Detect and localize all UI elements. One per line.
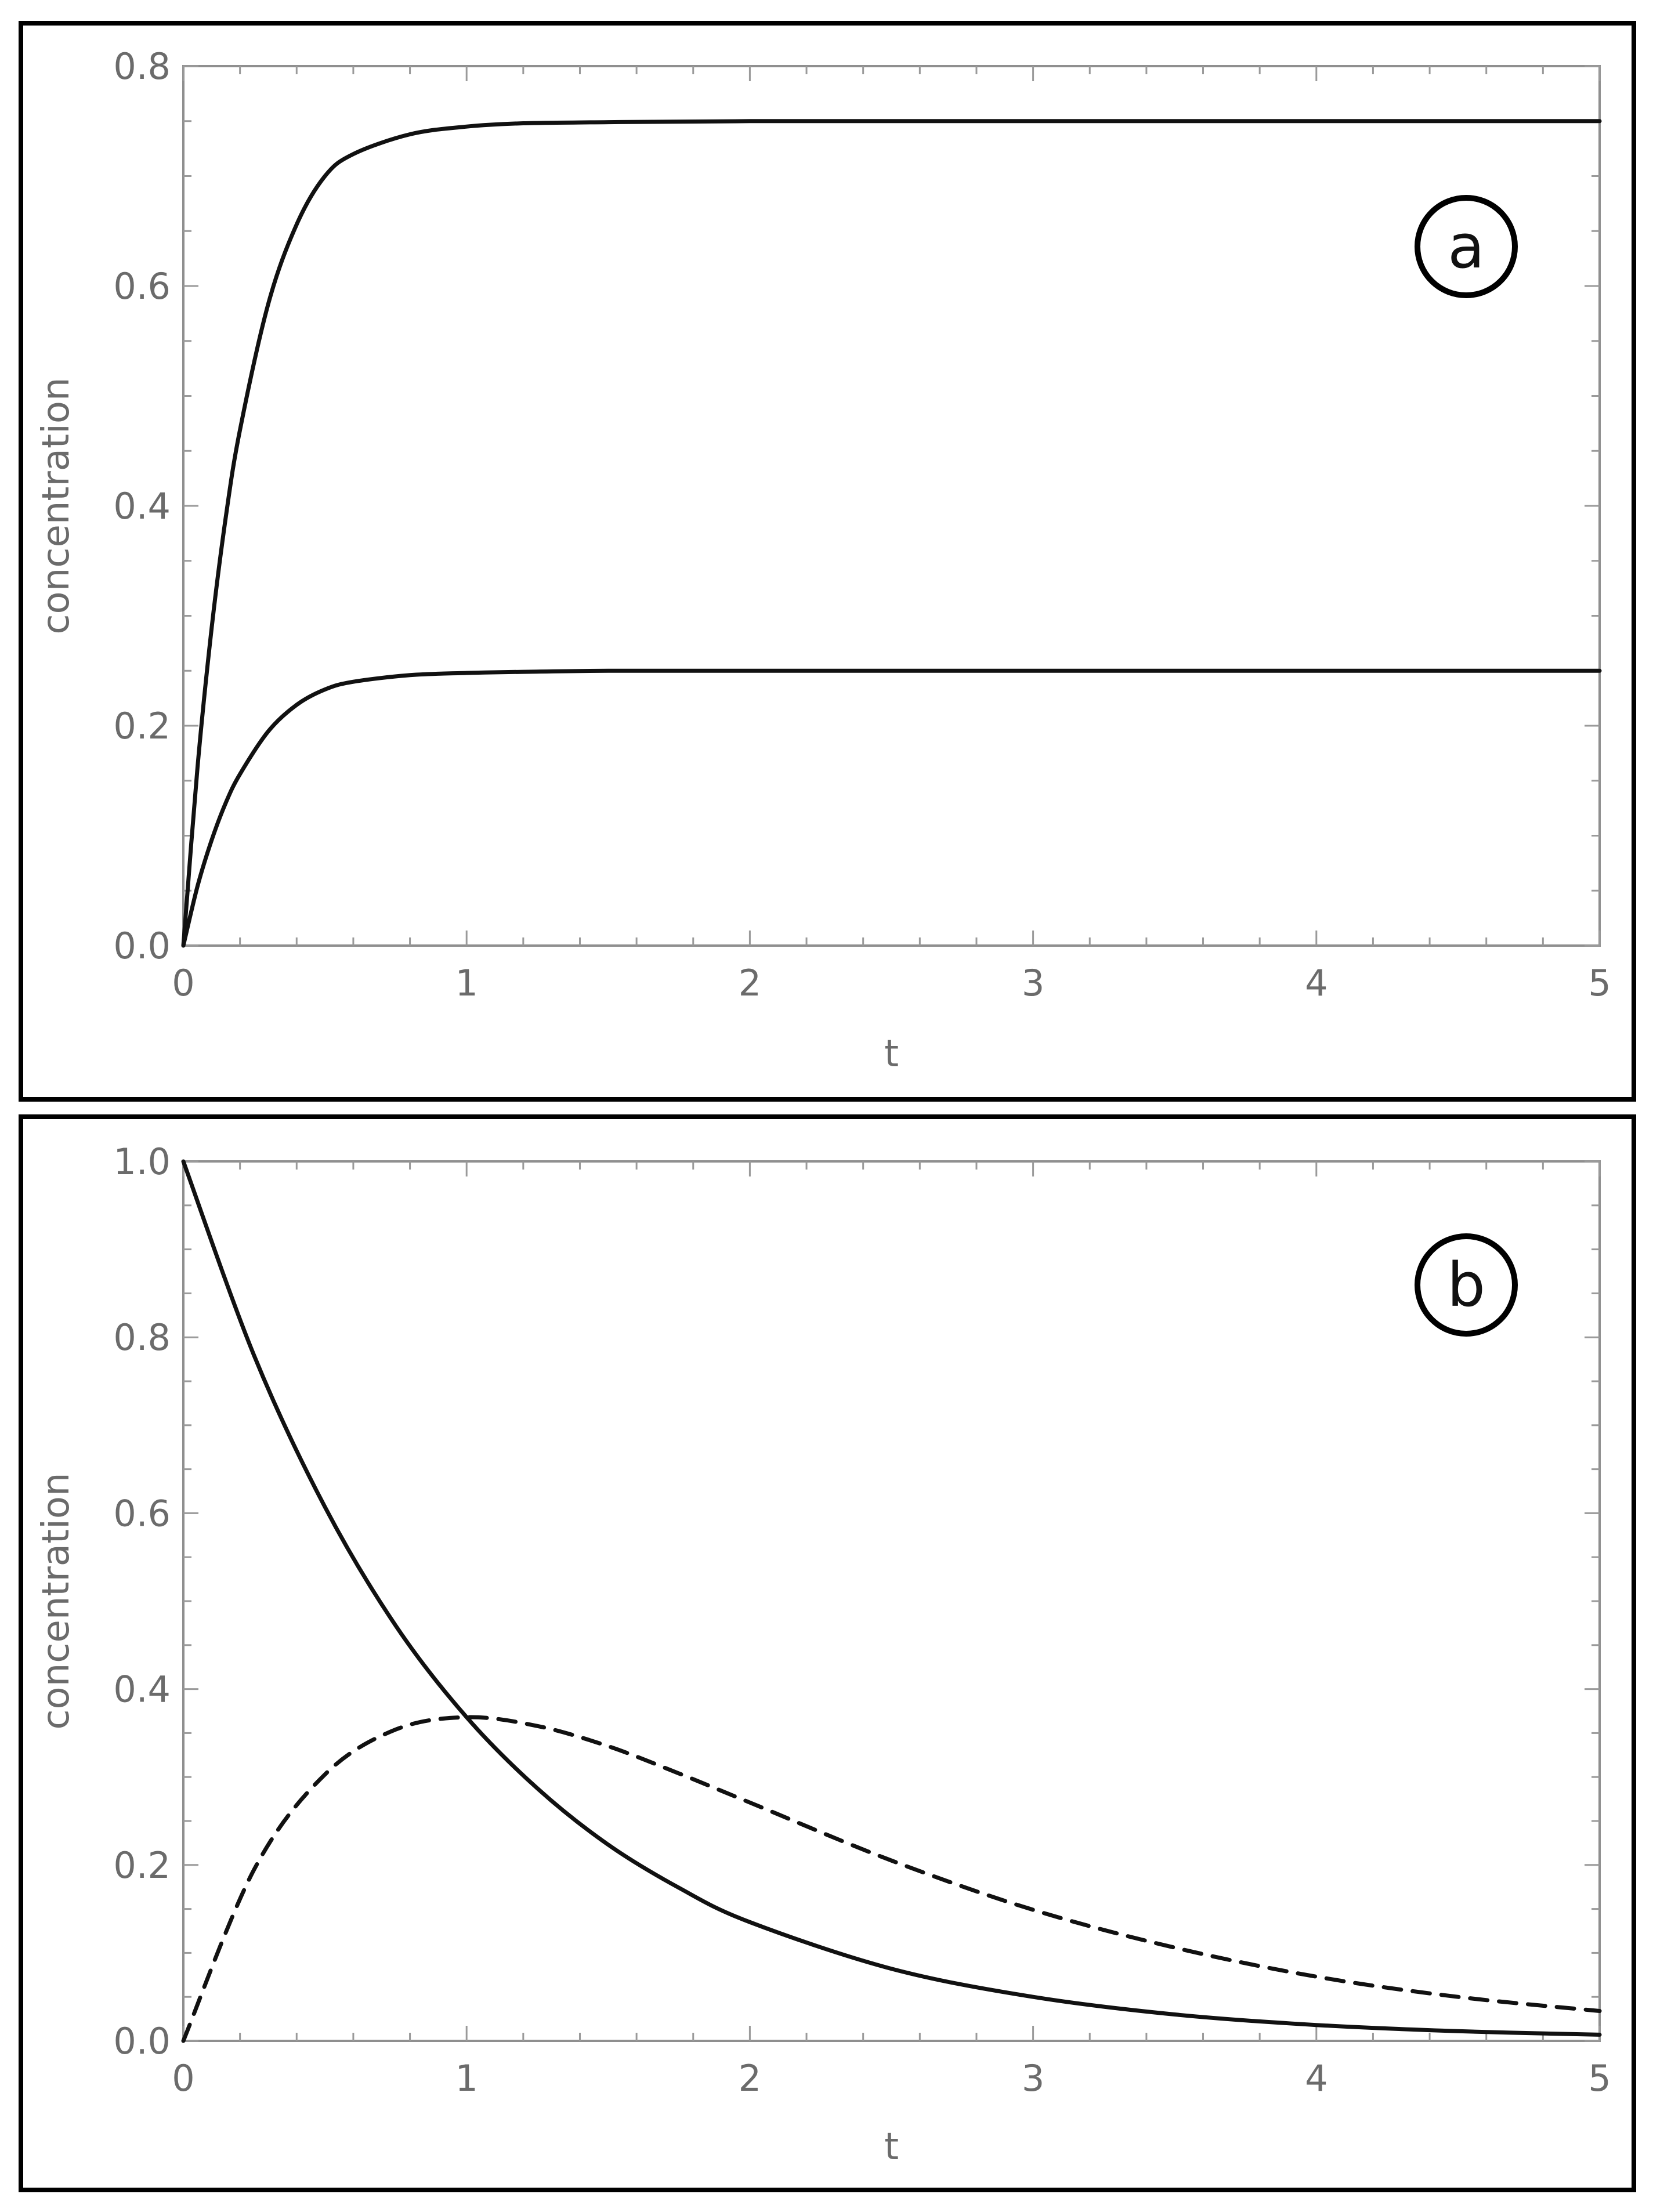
y-tick-label: 0.6 bbox=[113, 265, 171, 307]
y-axis-label: concentration bbox=[35, 377, 78, 634]
panel-a: 0 1 2 3 4 5 0.0 0.2 0.4 0.6 0.8 t concentration a bbox=[19, 21, 1636, 1102]
x-tick-label: 2 bbox=[739, 2057, 761, 2099]
panel-label-circle bbox=[1415, 1233, 1518, 1337]
x-tick-label: 4 bbox=[1305, 2057, 1328, 2099]
panel-label-circle bbox=[1415, 195, 1518, 298]
y-tick-label: 1.0 bbox=[113, 1141, 171, 1183]
panel-border bbox=[19, 21, 1636, 1102]
panel-b: 0 1 2 3 4 5 0.0 0.2 0.4 0.6 0.8 1.0 t concentration b bbox=[19, 1114, 1636, 2192]
x-tick-label: 2 bbox=[739, 962, 761, 1004]
x-axis-label: t bbox=[884, 1033, 899, 1076]
x-tick-label: 0 bbox=[172, 2057, 194, 2099]
y-tick-label: 0.6 bbox=[113, 1492, 171, 1534]
x-tick-label: 5 bbox=[1588, 2057, 1611, 2099]
x-tick-label: 1 bbox=[455, 2057, 478, 2099]
y-tick-label: 0.2 bbox=[113, 705, 171, 747]
series-line-2-dashed bbox=[181, 1715, 1602, 2043]
y-tick-label: 0.8 bbox=[113, 1316, 171, 1359]
panel-label-badge: b bbox=[1415, 1233, 1518, 1337]
series-line-1-solid bbox=[181, 119, 1602, 948]
x-tick-label: 4 bbox=[1305, 962, 1328, 1004]
x-tick-label: 1 bbox=[455, 962, 478, 1004]
x-tick-label: 3 bbox=[1022, 962, 1044, 1004]
y-tick-label: 0.4 bbox=[113, 485, 171, 527]
x-tick-label: 0 bbox=[172, 962, 194, 1004]
panel-label-text: a bbox=[1448, 211, 1485, 282]
x-tick-label: 3 bbox=[1022, 2057, 1044, 2099]
y-axis-label: concentration bbox=[35, 1472, 78, 1729]
y-tick-label: 0.4 bbox=[113, 1668, 171, 1711]
panel-border bbox=[19, 1114, 1636, 2192]
series-line-2-solid bbox=[181, 668, 1602, 948]
y-tick-label: 0.0 bbox=[113, 925, 171, 967]
plot-area bbox=[182, 1160, 1601, 2042]
y-tick-label: 0.0 bbox=[113, 2020, 171, 2062]
panel-label-text: b bbox=[1447, 1250, 1485, 1320]
y-tick-label: 0.2 bbox=[113, 1844, 171, 1887]
x-axis-label: t bbox=[884, 2126, 899, 2168]
panel-label-badge: a bbox=[1415, 195, 1518, 298]
plot-area bbox=[182, 65, 1601, 947]
series-line-1-solid bbox=[181, 1159, 1602, 2037]
x-tick-label: 5 bbox=[1588, 962, 1611, 1004]
y-tick-label: 0.8 bbox=[113, 45, 171, 88]
